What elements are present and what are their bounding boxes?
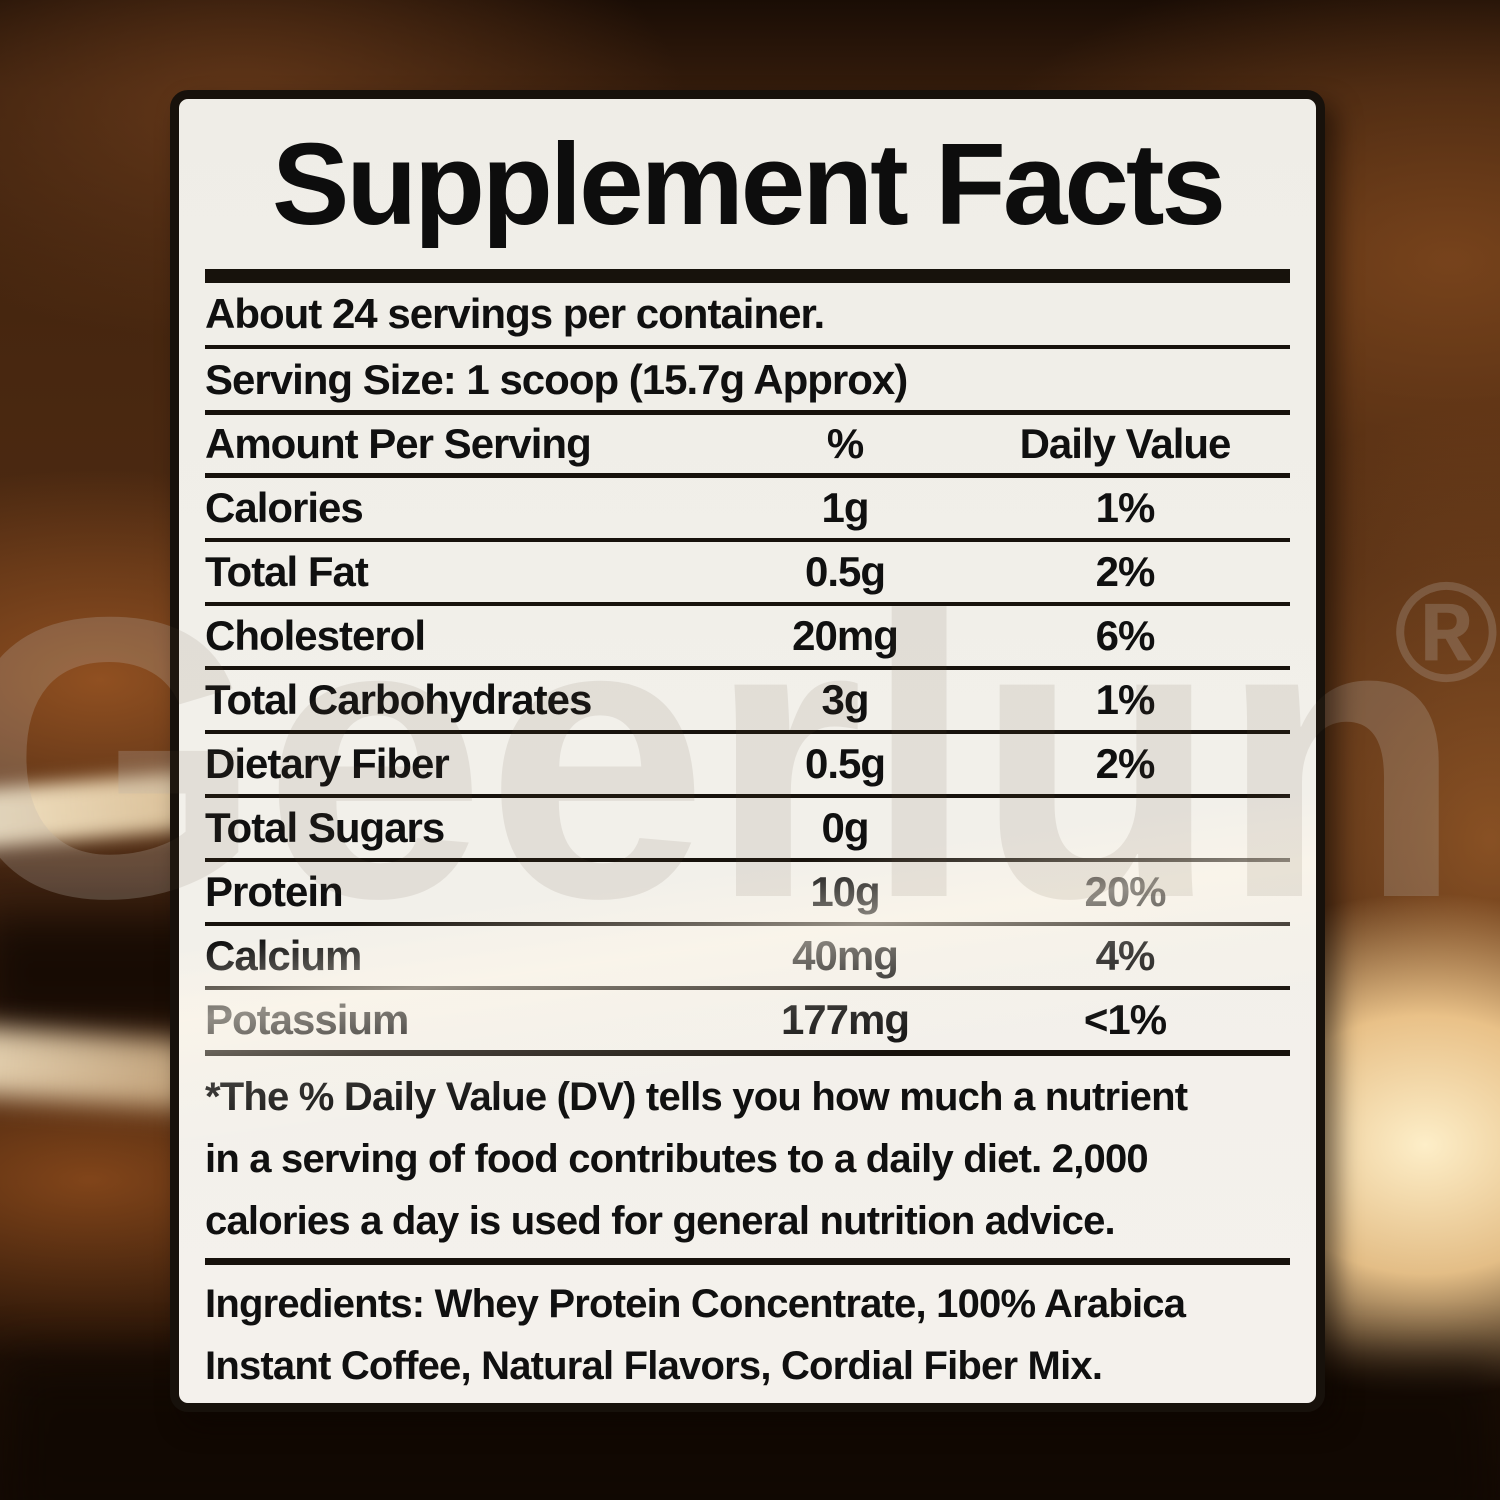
table-row-total-sugars: Total Sugars 0g <box>205 798 1290 862</box>
nutrient-amount: 0.5g <box>804 548 886 595</box>
table-row-calories: Calories 1g 1% <box>205 478 1290 542</box>
nutrient-name: Dietary Fiber <box>205 740 450 787</box>
daily-value-footnote: *The % Daily Value (DV) tells you how mu… <box>205 1056 1290 1265</box>
nutrient-daily-value: 20% <box>1084 868 1166 915</box>
nutrient-amount: 10g <box>810 868 880 915</box>
supplement-facts-panel: Supplement Facts About 24 servings per c… <box>170 90 1325 1412</box>
nutrient-daily-value: 2% <box>1095 548 1156 595</box>
nutrient-name: Total Carbohydrates <box>205 676 592 723</box>
nutrient-daily-value: 1% <box>1095 676 1156 723</box>
table-row-protein: Protein 10g 20% <box>205 862 1290 926</box>
footnote-line: *The % Daily Value (DV) tells you how mu… <box>205 1075 1188 1119</box>
column-header-nutrient: Amount Per Serving <box>205 420 592 467</box>
nutrient-name: Protein <box>205 868 344 915</box>
table-row-potassium: Potassium 177mg <1% <box>205 990 1290 1056</box>
nutrient-amount: 0.5g <box>804 740 886 787</box>
ingredients-line: Ingredients: Whey Protein Concentrate, 1… <box>205 1282 1186 1326</box>
nutrient-name: Calories <box>205 484 364 531</box>
nutrient-daily-value: 6% <box>1095 612 1156 659</box>
nutrient-name: Total Sugars <box>205 804 445 851</box>
nutrient-amount: 3g <box>821 676 869 723</box>
ingredients-line: Instant Coffee, Natural Flavors, Cordial… <box>205 1344 1103 1388</box>
footnote-line: calories a day is used for general nutri… <box>205 1199 1116 1243</box>
ingredients-list: Ingredients: Whey Protein Concentrate, 1… <box>205 1265 1290 1397</box>
nutrient-daily-value: <1% <box>1083 996 1167 1043</box>
nutrient-amount: 1g <box>821 484 869 531</box>
footnote-line: in a serving of food contributes to a da… <box>205 1137 1149 1181</box>
column-header-amount: % <box>826 420 864 467</box>
table-row-calcium: Calcium 40mg 4% <box>205 926 1290 990</box>
nutrient-daily-value: 1% <box>1095 484 1156 531</box>
title-divider-bar <box>205 269 1290 283</box>
table-row-total-fat: Total Fat 0.5g 2% <box>205 542 1290 606</box>
nutrient-amount: 0g <box>821 804 869 851</box>
column-header-daily-value: Daily Value <box>1019 420 1232 467</box>
nutrient-name: Cholesterol <box>205 612 426 659</box>
table-header-row: Amount Per Serving % Daily Value <box>205 415 1290 478</box>
servings-per-container: About 24 servings per container. <box>205 283 1290 349</box>
nutrient-amount: 40mg <box>792 932 899 979</box>
nutrient-amount: 20mg <box>792 612 899 659</box>
nutrient-daily-value: 2% <box>1095 740 1156 787</box>
table-row-cholesterol: Cholesterol 20mg 6% <box>205 606 1290 670</box>
nutrient-name: Potassium <box>205 996 409 1043</box>
nutrient-daily-value: 4% <box>1095 932 1156 979</box>
panel-title: Supplement Facts <box>271 119 1226 249</box>
nutrient-name: Calcium <box>205 932 362 979</box>
table-row-dietary-fiber: Dietary Fiber 0.5g 2% <box>205 734 1290 798</box>
nutrient-amount: 177mg <box>780 996 910 1043</box>
table-row-total-carbohydrates: Total Carbohydrates 3g 1% <box>205 670 1290 734</box>
serving-size: Serving Size: 1 scoop (15.7g Approx) <box>205 349 1290 415</box>
nutrient-name: Total Fat <box>205 548 369 595</box>
